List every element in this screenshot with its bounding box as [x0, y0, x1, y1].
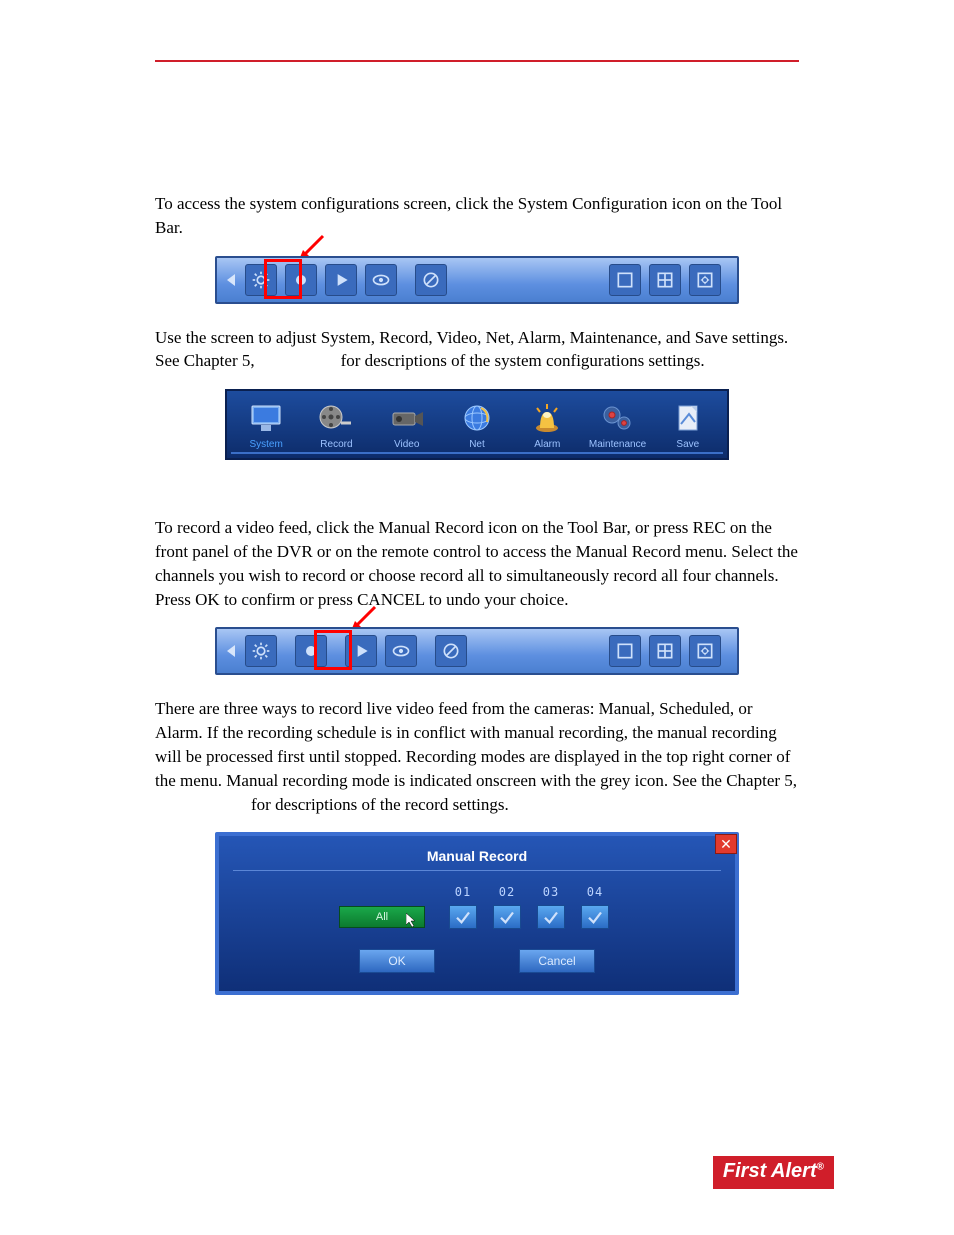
tab-alarm[interactable]: Alarm: [512, 399, 582, 458]
camera-icon: [372, 399, 442, 437]
channel-header: 02: [487, 885, 527, 899]
film-reel-icon: [301, 399, 371, 437]
preview-button[interactable]: [385, 635, 417, 667]
channel-header: 03: [531, 885, 571, 899]
dialog-close-button[interactable]: ✕: [715, 834, 737, 854]
logo-text: First Alert: [723, 1160, 817, 1182]
channel-checkbox-1[interactable]: [449, 905, 477, 929]
tab-label: Record: [301, 439, 371, 450]
playback-button[interactable]: [325, 264, 357, 296]
figure-config-tabs: System Record Video Net Alarm Maintenanc…: [225, 389, 729, 460]
collapse-caret-icon[interactable]: [227, 645, 235, 657]
paragraph-3: To record a video feed, click the Manual…: [155, 516, 799, 611]
tab-net[interactable]: Net: [442, 399, 512, 458]
record-all-button[interactable]: All: [339, 906, 425, 928]
globe-icon: [442, 399, 512, 437]
tab-video[interactable]: Video: [372, 399, 442, 458]
tab-label: Video: [372, 439, 442, 450]
paragraph-2b: for descriptions of the system configura…: [341, 351, 705, 370]
tab-label: System: [231, 439, 301, 450]
cursor-icon: [406, 913, 418, 927]
channel-header: 04: [575, 885, 615, 899]
mute-alarm-button[interactable]: [435, 635, 467, 667]
manual-record-button[interactable]: [295, 635, 327, 667]
gears-icon: [582, 399, 652, 437]
tab-label: Maintenance: [582, 439, 652, 450]
save-icon: [653, 399, 723, 437]
tab-maintenance[interactable]: Maintenance: [582, 399, 652, 458]
paragraph-2: Use the screen to adjust System, Record,…: [155, 326, 799, 374]
paragraph-4: There are three ways to record live vide…: [155, 697, 799, 816]
figure-toolbar-1: [155, 256, 799, 304]
tab-save[interactable]: Save: [653, 399, 723, 458]
playback-button[interactable]: [345, 635, 377, 667]
siren-icon: [512, 399, 582, 437]
collapse-caret-icon[interactable]: [227, 274, 235, 286]
tab-label: Net: [442, 439, 512, 450]
paragraph-4b: for descriptions of the record settings.: [251, 795, 509, 814]
logo-registered: ®: [817, 1161, 824, 1172]
figure-manual-record-dialog: ✕ Manual Record 01 02 03 04 All OK Cance…: [215, 832, 739, 995]
tab-system[interactable]: System: [231, 399, 301, 458]
manual-record-button[interactable]: [285, 264, 317, 296]
channel-header: 01: [443, 885, 483, 899]
single-view-button[interactable]: [609, 635, 641, 667]
paragraph-1: To access the system configurations scre…: [155, 192, 799, 240]
tab-record[interactable]: Record: [301, 399, 371, 458]
system-config-button[interactable]: [245, 635, 277, 667]
quad-view-button[interactable]: [649, 264, 681, 296]
channel-checkbox-4[interactable]: [581, 905, 609, 929]
auto-sequence-button[interactable]: [689, 635, 721, 667]
auto-sequence-button[interactable]: [689, 264, 721, 296]
paragraph-4a: There are three ways to record live vide…: [155, 699, 797, 789]
ok-button[interactable]: OK: [359, 949, 435, 973]
tab-label: Save: [653, 439, 723, 450]
dialog-title: Manual Record: [219, 836, 735, 870]
tab-label: Alarm: [512, 439, 582, 450]
record-all-label: All: [376, 911, 388, 923]
mute-alarm-button[interactable]: [415, 264, 447, 296]
channel-checkbox-3[interactable]: [537, 905, 565, 929]
dialog-divider: [233, 870, 721, 871]
single-view-button[interactable]: [609, 264, 641, 296]
figure-toolbar-2: [155, 627, 799, 675]
cancel-button[interactable]: Cancel: [519, 949, 595, 973]
brand-logo: First Alert®: [713, 1156, 834, 1189]
channel-checkbox-2[interactable]: [493, 905, 521, 929]
monitor-icon: [231, 399, 301, 437]
system-config-button[interactable]: [245, 264, 277, 296]
header-rule: [155, 60, 799, 62]
quad-view-button[interactable]: [649, 635, 681, 667]
preview-button[interactable]: [365, 264, 397, 296]
